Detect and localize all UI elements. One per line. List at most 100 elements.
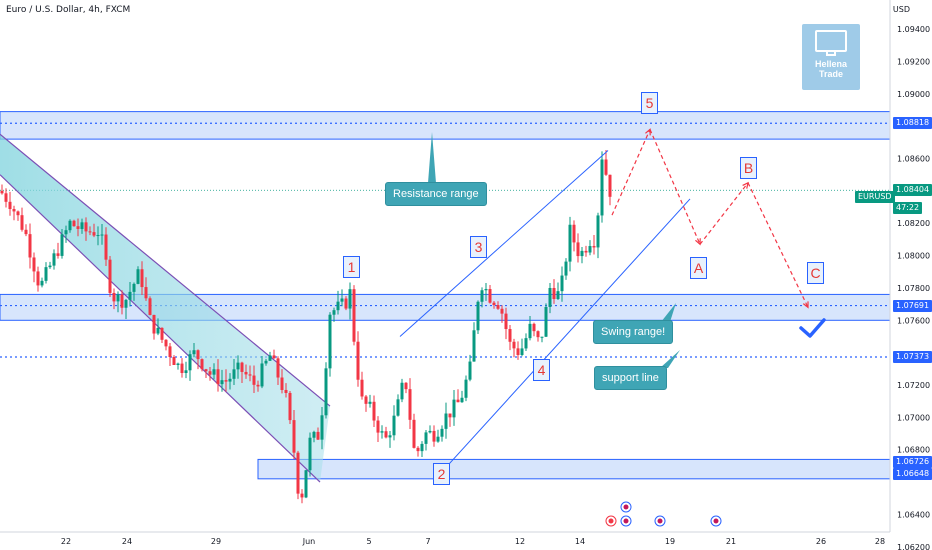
candle-body bbox=[316, 431, 320, 440]
candle-body bbox=[476, 301, 480, 331]
candle bbox=[28, 223, 32, 269]
candle-body bbox=[244, 371, 248, 375]
candle bbox=[188, 350, 192, 381]
candle bbox=[112, 288, 116, 310]
candle bbox=[288, 390, 292, 424]
candle bbox=[444, 402, 448, 439]
candle bbox=[568, 216, 572, 272]
candle-body bbox=[172, 357, 176, 365]
candle bbox=[96, 226, 100, 246]
candle bbox=[368, 394, 372, 408]
time-label-9: 21 bbox=[726, 537, 736, 546]
candle-body bbox=[84, 222, 88, 232]
event-icon-dot-2 bbox=[623, 518, 629, 524]
candle-body bbox=[580, 250, 584, 257]
candle bbox=[348, 282, 352, 320]
candle bbox=[236, 355, 240, 379]
candle bbox=[172, 355, 176, 366]
candle bbox=[312, 430, 316, 443]
candle bbox=[420, 441, 424, 458]
candle-body bbox=[168, 346, 172, 358]
wave-label-b: B bbox=[740, 157, 757, 179]
chart-title: Euro / U.S. Dollar, 4h, FXCM bbox=[6, 5, 131, 15]
candle-body bbox=[236, 362, 240, 370]
candle-body bbox=[116, 294, 120, 302]
candle bbox=[72, 219, 76, 227]
candle bbox=[60, 228, 64, 259]
candle-body bbox=[412, 419, 416, 448]
candle bbox=[284, 383, 288, 398]
candle-body bbox=[276, 358, 280, 378]
candle bbox=[468, 354, 472, 382]
candle-body bbox=[280, 377, 284, 390]
candle bbox=[292, 409, 296, 460]
candle bbox=[200, 358, 204, 372]
candle bbox=[280, 369, 284, 394]
wave-label-5: 5 bbox=[641, 92, 658, 114]
candle bbox=[388, 431, 392, 448]
candle bbox=[260, 356, 264, 389]
candle bbox=[240, 361, 244, 383]
candle-body bbox=[444, 413, 448, 429]
time-label-8: 19 bbox=[665, 537, 675, 546]
projection-arrowhead-4 bbox=[802, 301, 809, 309]
candle-body bbox=[36, 271, 40, 286]
candle-body bbox=[104, 234, 108, 260]
wedge-upper-line bbox=[0, 133, 331, 407]
candle-body bbox=[472, 330, 476, 362]
candle-body bbox=[360, 379, 364, 397]
candle-body bbox=[404, 382, 408, 390]
candle bbox=[552, 279, 556, 304]
candle-body bbox=[132, 283, 136, 292]
candle-body bbox=[128, 291, 132, 300]
candle-body bbox=[544, 306, 548, 337]
time-label-6: 12 bbox=[515, 537, 525, 546]
candle bbox=[32, 252, 36, 283]
candle-body bbox=[240, 362, 244, 372]
candle bbox=[12, 205, 16, 221]
candle-body bbox=[68, 220, 72, 231]
candle-body bbox=[432, 430, 436, 442]
candle bbox=[92, 223, 96, 238]
time-label-7: 14 bbox=[575, 537, 585, 546]
candle bbox=[36, 266, 40, 292]
candle bbox=[88, 226, 92, 236]
time-label-2: 29 bbox=[211, 537, 221, 546]
candle-body bbox=[600, 159, 604, 216]
candle-body bbox=[76, 226, 80, 229]
time-label-3: Jun bbox=[302, 537, 316, 546]
candle-body bbox=[380, 431, 384, 433]
time-label-0: 22 bbox=[61, 537, 71, 546]
candle bbox=[136, 266, 140, 285]
candle bbox=[220, 369, 224, 392]
candle bbox=[528, 316, 532, 341]
resistance-pointer bbox=[428, 132, 436, 183]
monitor-icon bbox=[815, 30, 847, 52]
candle-body bbox=[564, 261, 568, 276]
candle-body bbox=[460, 397, 464, 403]
price-tick-6: 1.07800 bbox=[897, 284, 930, 293]
candle-body bbox=[40, 280, 44, 286]
candle bbox=[208, 366, 212, 381]
candle bbox=[296, 450, 300, 500]
candle-body bbox=[216, 369, 220, 385]
candle-body bbox=[376, 420, 380, 433]
candle bbox=[476, 300, 480, 334]
price-tick-2: 1.09000 bbox=[897, 90, 930, 99]
candle-body bbox=[568, 224, 572, 262]
candle bbox=[344, 296, 348, 311]
candle bbox=[20, 207, 24, 232]
candle-body bbox=[304, 470, 308, 498]
projection-segment-0 bbox=[611, 129, 651, 216]
candle bbox=[412, 413, 416, 449]
candle bbox=[520, 338, 524, 357]
candle-body bbox=[112, 292, 116, 302]
candle bbox=[460, 390, 464, 403]
candle bbox=[480, 287, 484, 308]
candle-body bbox=[484, 289, 488, 291]
candle bbox=[176, 362, 180, 370]
candle-body bbox=[48, 265, 52, 268]
candle bbox=[216, 359, 220, 392]
candle bbox=[336, 290, 340, 315]
